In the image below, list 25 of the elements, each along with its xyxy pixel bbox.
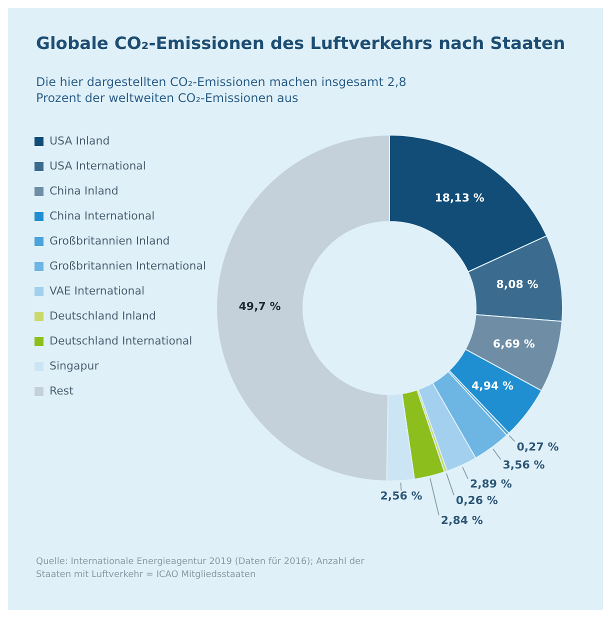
data-label: 0,26 %	[456, 494, 498, 508]
legend-label: VAE International	[50, 284, 144, 298]
chart-subtitle: Die hier dargestellten CO₂-Emissionen machen insgesamt 2,8 Prozent der weltweiten CO₂-Emissionen aus	[36, 74, 408, 106]
source-note: Quelle: Internationale Energieagentur 2019 (Daten für 2016); Anzahl der Staaten mit Luftverkehr = ICAO Mitgliedsstaaten	[36, 556, 366, 581]
data-label: 49,7 %	[238, 300, 281, 314]
legend-label: Großbritannien Inland	[50, 234, 170, 248]
data-label: 18,13 %	[434, 192, 484, 206]
legend-label: USA International	[50, 160, 146, 173]
legend-label: USA Inland	[50, 134, 110, 148]
chart-title: Globale CO₂-Emissionen des Luftverkehrs nach Staaten	[36, 34, 566, 54]
data-label: 2,84 %	[440, 514, 483, 528]
data-label: 8,08 %	[496, 278, 538, 292]
legend-label: Rest	[50, 384, 74, 398]
data-label: 3,56 %	[502, 458, 545, 472]
legend-label: Deutschland International	[50, 334, 192, 348]
data-label: 2,89 %	[470, 478, 512, 492]
data-label: 0,27 %	[516, 440, 559, 454]
legend-label: Großbritannien International	[50, 260, 206, 273]
legend-label: Deutschland Inland	[50, 310, 156, 323]
data-label: 2,56 %	[380, 490, 422, 503]
legend-label: China International	[50, 210, 155, 223]
legend-label: Singapur	[50, 360, 100, 373]
data-label: 4,94 %	[472, 380, 514, 394]
data-label: 6,69 %	[492, 338, 535, 352]
legend-label: China Inland	[50, 184, 118, 198]
